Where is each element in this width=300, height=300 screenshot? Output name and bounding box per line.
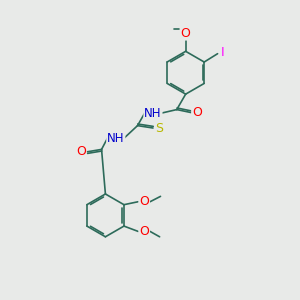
Text: O: O bbox=[139, 225, 149, 238]
Text: O: O bbox=[192, 106, 202, 119]
Text: NH: NH bbox=[144, 106, 162, 120]
Text: O: O bbox=[139, 195, 149, 208]
Text: I: I bbox=[221, 46, 225, 59]
Text: O: O bbox=[180, 27, 190, 40]
Text: NH: NH bbox=[107, 132, 124, 145]
Text: S: S bbox=[155, 122, 163, 134]
Text: O: O bbox=[76, 145, 86, 158]
